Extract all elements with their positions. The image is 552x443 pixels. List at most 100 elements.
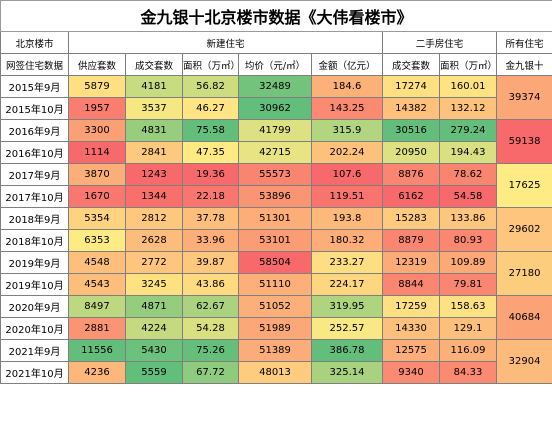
price-cell: 51389 [238, 339, 312, 362]
sh_area-cell: 133.86 [439, 207, 497, 230]
price-cell: 58504 [238, 251, 312, 274]
price-cell: 51989 [238, 317, 312, 340]
table-row: 2020年10月 2881 4224 54.28 51989 252.57 14330 129… [0, 317, 552, 340]
sh_deals-cell: 17274 [382, 75, 440, 98]
column-header: 面积（万㎡） [439, 53, 497, 76]
price-cell: 30962 [238, 97, 312, 120]
table-row: 2020年9月 8497 4871 62.67 51052 319.95 17259 158.… [0, 295, 552, 340]
amount-cell: 224.17 [311, 273, 383, 296]
period-cell: 2019年10月 [0, 273, 69, 296]
deals-cell: 5430 [125, 339, 183, 362]
deals-cell: 2772 [125, 251, 183, 274]
sh_area-cell: 158.63 [439, 295, 497, 318]
sh_deals-cell: 6162 [382, 185, 440, 208]
supply-cell: 5879 [68, 75, 126, 98]
sh_area-cell: 279.24 [439, 119, 497, 142]
amount-cell: 107.6 [311, 163, 383, 186]
supply-cell: 1957 [68, 97, 126, 120]
table-row: 2017年10月 1670 1344 22.18 53896 119.51 6162 54.5… [0, 185, 552, 208]
column-header: 网签住宅数据 [0, 53, 69, 76]
supply-cell: 8497 [68, 295, 126, 318]
table-row: 2017年9月 3870 1243 19.36 55573 107.6 8876 78.62 1… [0, 163, 552, 208]
amount-cell: 193.8 [311, 207, 383, 230]
price-cell: 53101 [238, 229, 312, 252]
sh_deals-cell: 14330 [382, 317, 440, 340]
sh_area-cell: 109.89 [439, 251, 497, 274]
price-cell: 32489 [238, 75, 312, 98]
amount-cell: 143.25 [311, 97, 383, 120]
sh_deals-cell: 8879 [382, 229, 440, 252]
sh_area-cell: 116.09 [439, 339, 497, 362]
deals-cell: 2841 [125, 141, 183, 164]
period-cell: 2015年10月 [0, 97, 69, 120]
sh_deals-cell: 8876 [382, 163, 440, 186]
supply-cell: 11556 [68, 339, 126, 362]
amount-cell: 315.9 [311, 119, 383, 142]
header-second-hand: 二手房住宅 [382, 31, 497, 54]
deals-cell: 1243 [125, 163, 183, 186]
amount-cell: 319.95 [311, 295, 383, 318]
period-cell: 2018年10月 [0, 229, 69, 252]
period-cell: 2015年9月 [0, 75, 69, 98]
sh_area-cell: 132.12 [439, 97, 497, 120]
table-row: 2021年10月 4236 5559 67.72 48013 325.14 9340 84.3… [0, 361, 552, 384]
table-row: 2019年9月 4548 2772 39.87 58504 233.27 12319 109.… [0, 251, 552, 296]
period-cell: 2020年10月 [0, 317, 69, 340]
table-row: 2019年10月 4543 3245 43.86 51110 224.17 8844 79.8… [0, 273, 552, 296]
area-cell: 75.26 [182, 339, 239, 362]
price-cell: 42715 [238, 141, 312, 164]
sh_deals-cell: 17259 [382, 295, 440, 318]
area-cell: 67.72 [182, 361, 239, 384]
price-cell: 51110 [238, 273, 312, 296]
table-title: 金九银十北京楼市数据《大伟看楼市》 [0, 0, 552, 32]
area-cell: 75.58 [182, 119, 239, 142]
sh_deals-cell: 8844 [382, 273, 440, 296]
deals-cell: 4871 [125, 295, 183, 318]
column-header: 均价（元/㎡） [238, 53, 312, 76]
table-row: 2016年9月 3300 4831 75.58 41799 315.9 30516 279.2… [0, 119, 552, 164]
column-header: 金额（亿元） [311, 53, 383, 76]
area-cell: 37.78 [182, 207, 239, 230]
supply-cell: 1114 [68, 141, 126, 164]
price-cell: 48013 [238, 361, 312, 384]
area-cell: 46.27 [182, 97, 239, 120]
area-cell: 33.96 [182, 229, 239, 252]
table-row: 2016年10月 1114 2841 47.35 42715 202.24 20950 194… [0, 141, 552, 164]
period-cell: 2016年9月 [0, 119, 69, 142]
period-cell: 2019年9月 [0, 251, 69, 274]
supply-cell: 4543 [68, 273, 126, 296]
amount-cell: 119.51 [311, 185, 383, 208]
total-cell: 39374 [495, 75, 552, 120]
deals-cell: 5559 [125, 361, 183, 384]
amount-cell: 386.78 [311, 339, 383, 362]
deals-cell: 1344 [125, 185, 183, 208]
sh_deals-cell: 9340 [382, 361, 440, 384]
supply-cell: 2881 [68, 317, 126, 340]
area-cell: 22.18 [182, 185, 239, 208]
period-cell: 2016年10月 [0, 141, 69, 164]
deals-cell: 2812 [125, 207, 183, 230]
housing-data-table: 金九银十北京楼市数据《大伟看楼市》 北京楼市 新建住宅 二手房住宅 所有住宅 网… [0, 0, 552, 384]
area-cell: 62.67 [182, 295, 239, 318]
sh_area-cell: 79.81 [439, 273, 497, 296]
area-cell: 39.87 [182, 251, 239, 274]
supply-cell: 4236 [68, 361, 126, 384]
sh_deals-cell: 15283 [382, 207, 440, 230]
period-cell: 2017年9月 [0, 163, 69, 186]
deals-cell: 4224 [125, 317, 183, 340]
header-city: 北京楼市 [0, 31, 69, 54]
supply-cell: 4548 [68, 251, 126, 274]
column-header: 供应套数 [68, 53, 126, 76]
table-row: 2018年10月 6353 2628 33.96 53101 180.32 8879 80.9… [0, 229, 552, 252]
area-cell: 54.28 [182, 317, 239, 340]
total-cell: 17625 [495, 163, 552, 208]
sh_deals-cell: 30516 [382, 119, 440, 142]
amount-cell: 325.14 [311, 361, 383, 384]
supply-cell: 6353 [68, 229, 126, 252]
table-row: 2015年10月 1957 3537 46.27 30962 143.25 14382 132… [0, 97, 552, 120]
column-header: 成交套数 [382, 53, 440, 76]
sh_deals-cell: 20950 [382, 141, 440, 164]
deals-cell: 3537 [125, 97, 183, 120]
sh_deals-cell: 12575 [382, 339, 440, 362]
